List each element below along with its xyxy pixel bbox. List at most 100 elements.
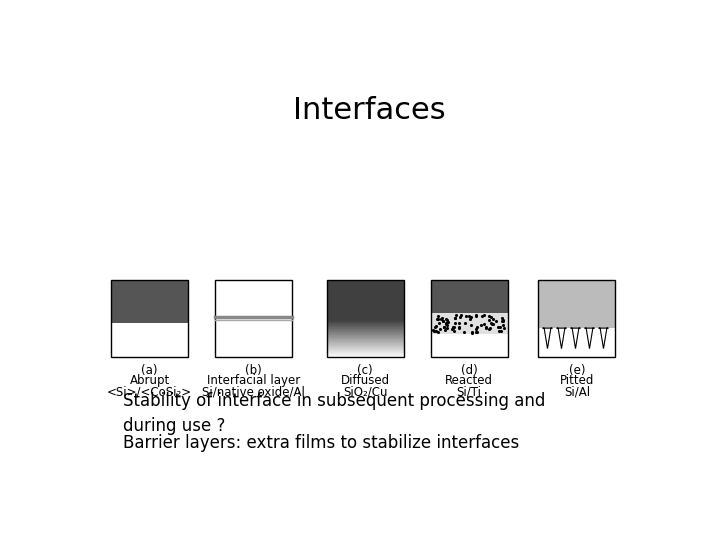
Bar (327, 352, 404, 353)
Point (441, 319, 452, 328)
Bar (327, 333, 404, 334)
Point (496, 314, 508, 322)
Point (441, 315, 453, 324)
Point (484, 324, 495, 333)
Point (475, 321, 487, 329)
Point (485, 319, 497, 328)
Point (467, 328, 478, 337)
Point (471, 323, 482, 332)
Bar (431, 334, 508, 357)
Bar (327, 353, 404, 354)
Point (483, 316, 495, 325)
Point (459, 319, 471, 327)
Point (470, 311, 482, 320)
Bar (327, 349, 404, 350)
Bar (327, 343, 404, 345)
Point (480, 324, 492, 333)
Bar (327, 349, 404, 350)
Point (443, 318, 454, 327)
Point (436, 314, 448, 322)
Point (490, 316, 501, 325)
Point (470, 324, 482, 333)
Point (447, 324, 459, 333)
Point (441, 321, 453, 329)
Point (478, 310, 490, 319)
Bar (327, 327, 404, 328)
Bar (327, 344, 404, 345)
Point (463, 312, 474, 321)
Text: SiO₂/Cu: SiO₂/Cu (343, 385, 387, 398)
Bar (327, 328, 404, 329)
Bar (327, 345, 404, 346)
Bar (327, 351, 404, 352)
Bar (327, 340, 404, 341)
Bar (327, 343, 404, 344)
Bar (327, 325, 404, 326)
Bar (327, 335, 404, 336)
Point (431, 315, 443, 323)
Point (470, 327, 482, 336)
Text: (c): (c) (357, 363, 373, 376)
Point (439, 326, 451, 334)
Bar (327, 352, 404, 353)
Point (486, 312, 498, 321)
Bar (327, 331, 404, 332)
Point (471, 312, 482, 321)
Text: Abrupt: Abrupt (130, 374, 170, 387)
Point (428, 326, 439, 334)
Bar (327, 327, 404, 328)
Point (436, 315, 447, 323)
Point (467, 328, 478, 336)
Point (441, 314, 452, 323)
Bar (327, 353, 404, 354)
Bar (327, 280, 404, 357)
Point (453, 323, 464, 332)
Bar (327, 330, 404, 331)
Point (449, 314, 461, 322)
Point (483, 325, 495, 333)
Bar (327, 342, 404, 343)
Bar (327, 332, 404, 333)
Point (464, 314, 476, 323)
Bar (327, 326, 404, 327)
Point (472, 328, 483, 336)
Point (449, 327, 460, 335)
Bar (327, 347, 404, 348)
Point (477, 312, 488, 321)
Point (448, 323, 459, 332)
Text: Interfaces: Interfaces (293, 96, 445, 125)
Bar (327, 340, 404, 341)
Text: Si/Ti: Si/Ti (456, 385, 482, 398)
Bar (327, 322, 404, 323)
Bar (327, 334, 404, 335)
Bar (327, 354, 404, 355)
Bar (327, 347, 404, 348)
Bar (327, 350, 404, 351)
Point (487, 319, 499, 328)
Bar (327, 348, 404, 349)
Text: Si/native oxide/Al: Si/native oxide/Al (202, 385, 305, 398)
Bar (111, 280, 188, 323)
Point (495, 326, 507, 335)
Bar (327, 321, 404, 322)
Point (433, 314, 444, 323)
Point (449, 319, 461, 327)
Bar (327, 339, 404, 340)
Bar (327, 330, 404, 332)
Point (437, 316, 449, 325)
Point (465, 313, 477, 321)
Point (438, 322, 450, 331)
Point (496, 317, 508, 326)
Text: Diffused: Diffused (341, 374, 390, 387)
Point (480, 322, 492, 331)
Point (432, 311, 444, 320)
Point (493, 326, 505, 335)
Text: (b): (b) (245, 363, 262, 376)
Point (434, 325, 446, 334)
Bar (327, 356, 404, 357)
Point (451, 310, 462, 319)
Point (431, 322, 442, 330)
Point (438, 323, 450, 332)
Point (483, 312, 495, 320)
Point (455, 310, 467, 319)
